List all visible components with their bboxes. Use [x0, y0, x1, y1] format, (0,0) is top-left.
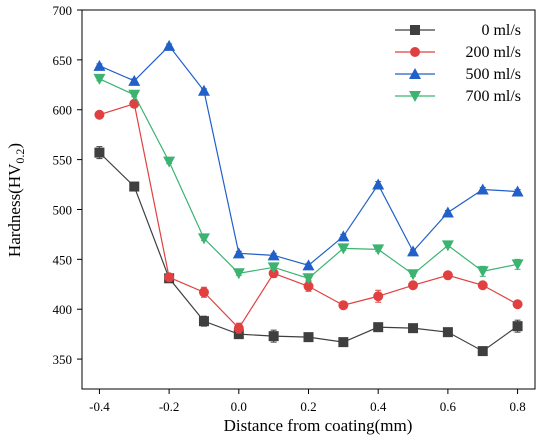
data-point — [407, 269, 420, 281]
data-point — [511, 185, 524, 197]
x-tick-label: 0.6 — [440, 399, 457, 414]
legend-label: 700 ml/s — [465, 88, 521, 105]
x-tick-label: -0.2 — [159, 399, 180, 414]
series-line — [99, 44, 518, 266]
axis-ticks: -0.4 -0.2 0.0 0.2 0.4 0.6 0.8 350 400 450 500 550 60… — [53, 3, 526, 414]
data-point — [442, 327, 453, 338]
data-point — [373, 291, 384, 302]
y-axis-title: Hardness(HV0.2) — [5, 143, 27, 257]
data-point — [477, 280, 488, 291]
data-point — [338, 337, 349, 348]
data-point — [197, 84, 210, 96]
data-point — [268, 331, 279, 342]
series-line — [99, 78, 518, 279]
data-point — [441, 206, 454, 218]
series-layer — [93, 39, 524, 357]
x-tick-label: -0.4 — [89, 399, 110, 414]
data-point — [303, 281, 314, 292]
data-point — [373, 322, 384, 333]
data-point — [337, 230, 350, 242]
y-tick-label: 400 — [53, 302, 73, 317]
legend-label: 200 ml/s — [465, 44, 521, 61]
data-point — [94, 147, 105, 158]
data-point — [198, 316, 209, 327]
y-tick-label: 600 — [53, 103, 73, 118]
y-tick-label: 450 — [53, 252, 73, 267]
y-tick-label: 350 — [53, 352, 73, 367]
data-point — [198, 287, 209, 298]
data-point — [477, 346, 488, 357]
data-point — [93, 73, 106, 85]
data-point — [232, 247, 245, 259]
x-tick-label: 0.2 — [300, 399, 316, 414]
data-point — [164, 272, 175, 283]
data-point — [233, 329, 244, 340]
series-500-ml-s — [93, 39, 524, 271]
data-point — [267, 249, 280, 261]
data-point — [407, 245, 420, 257]
legend-label: 500 ml/s — [465, 66, 521, 83]
data-point — [163, 156, 176, 168]
data-point — [197, 233, 210, 245]
data-point — [338, 300, 349, 311]
data-point — [303, 332, 314, 343]
y-tick-label: 650 — [53, 53, 73, 68]
data-point — [408, 323, 419, 334]
data-point — [302, 259, 315, 271]
y-tick-label: 500 — [53, 202, 73, 217]
data-point — [93, 59, 106, 71]
data-point — [408, 280, 419, 291]
data-point — [128, 74, 141, 86]
data-point — [129, 181, 140, 192]
data-point — [372, 178, 385, 190]
data-point — [512, 321, 523, 332]
data-point — [128, 89, 141, 101]
data-point — [94, 109, 105, 120]
data-point — [512, 299, 523, 310]
data-point — [129, 98, 140, 109]
legend-label: 0 ml/s — [481, 22, 521, 39]
data-point — [442, 270, 453, 281]
x-axis-title: Distance from coating(mm) — [224, 416, 413, 435]
data-point — [511, 259, 524, 271]
series-0-ml-s — [94, 146, 523, 357]
data-point — [232, 268, 245, 280]
data-point — [267, 262, 280, 274]
legend: 0 ml/s 200 ml/s 500 ml/s 700 ml/s — [395, 22, 521, 105]
x-tick-label: 0.4 — [370, 399, 387, 414]
legend-marker — [409, 68, 421, 79]
y-axis-title-close: ) — [5, 143, 24, 149]
data-point — [476, 266, 489, 278]
legend-marker — [410, 25, 420, 35]
data-point — [163, 39, 176, 51]
legend-marker — [410, 47, 420, 57]
data-point — [337, 243, 350, 255]
data-point — [476, 183, 489, 195]
y-axis-title-subscript: 0.2 — [13, 149, 27, 164]
x-tick-label: 0.8 — [509, 399, 525, 414]
y-tick-label: 550 — [53, 153, 73, 168]
series-line — [99, 152, 518, 352]
data-point — [302, 273, 315, 285]
y-tick-label: 700 — [53, 3, 73, 18]
series-700-ml-s — [93, 73, 524, 285]
data-point — [441, 240, 454, 252]
series-line — [99, 102, 518, 330]
series-200-ml-s — [94, 98, 523, 334]
y-axis-title-main: Hardness(HV — [5, 163, 24, 257]
data-point — [233, 323, 244, 334]
data-point — [372, 244, 385, 256]
x-tick-label: 0.0 — [231, 399, 247, 414]
legend-marker — [409, 91, 421, 102]
